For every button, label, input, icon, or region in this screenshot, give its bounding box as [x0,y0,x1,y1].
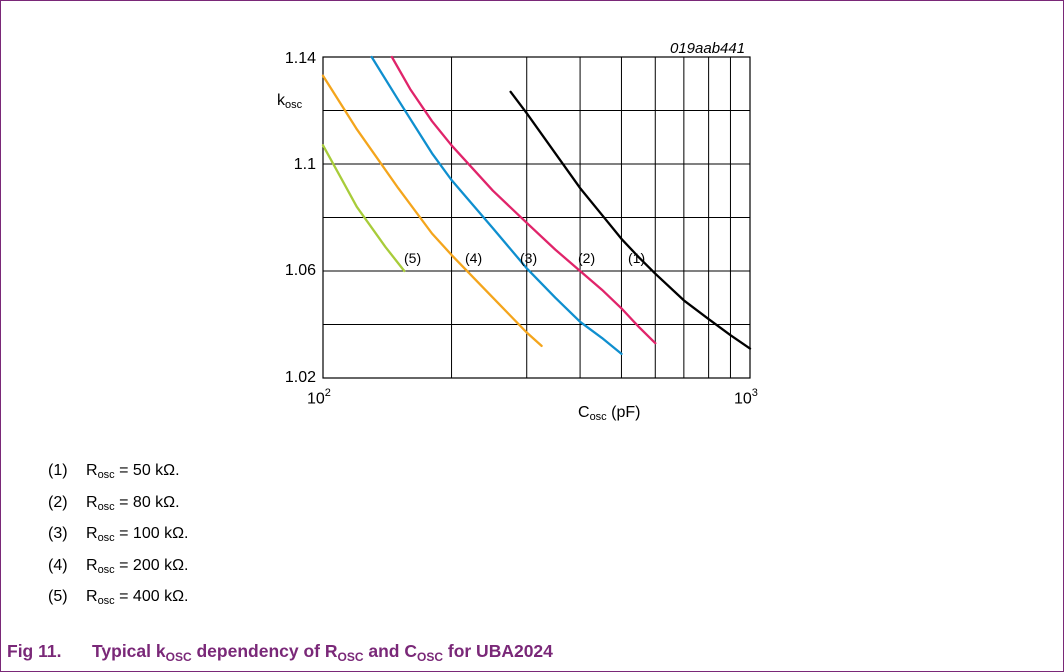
series-line-1 [509,90,752,350]
series-line-2 [390,55,657,345]
y-axis-label: kosc [277,92,303,111]
curve-label: (3) [520,250,537,266]
series-line-5 [321,144,406,273]
legend-item: (1) Rosc = 50 kΩ. [48,462,180,481]
figure-code: 019aab441 [670,40,746,57]
annotation-group: (1) (2) (3) (4) (5) [404,250,645,266]
series-line-4 [321,74,543,348]
legend: (1) Rosc = 50 kΩ. (2) Rosc = 80 kΩ. (3) Ros… [48,462,188,620]
curve-label: (2) [578,250,595,266]
legend-item: (4) Rosc = 200 kΩ. [48,556,189,576]
y-tick-label: 1.06 [284,262,316,279]
legend-item: (2) Rosc = 80 kΩ. [48,493,180,513]
curve-label: (1) [628,250,645,266]
legend-item: (3) Rosc = 100 kΩ. [48,525,189,544]
x-tick-label: 103 [734,387,758,408]
figure-caption: Fig 11. Typical kOSC dependency of ROSC a… [7,641,553,664]
curve-label: (5) [404,250,421,266]
y-tick-label: 1.1 [293,156,316,173]
series-group [321,55,752,356]
legend-item: (5) Rosc = 400 kΩ. [48,588,189,607]
curve-label: (4) [465,250,482,266]
x-tick-label: 102 [307,387,331,408]
plot-border [322,56,751,379]
y-tick-label: 1.02 [284,369,316,386]
series-line-3 [370,55,623,356]
grid [322,56,751,379]
y-tick-label: 1.14 [284,50,316,67]
x-axis-label: Cosc (pF) [578,404,641,423]
